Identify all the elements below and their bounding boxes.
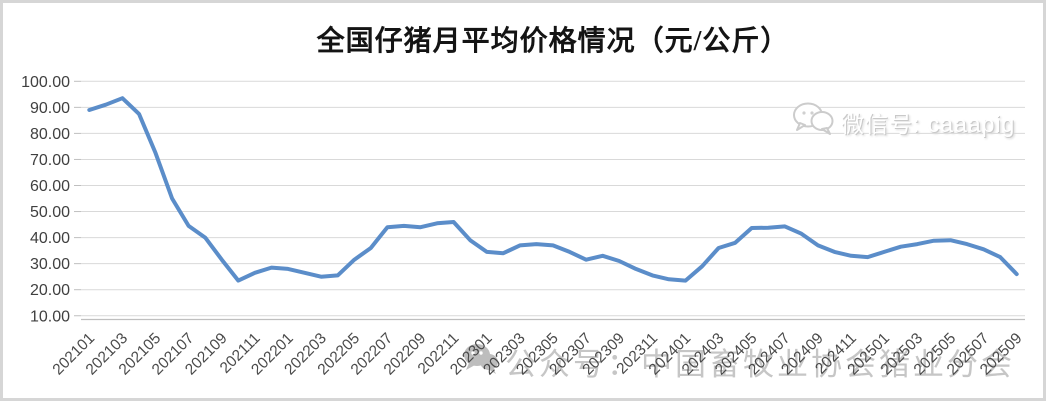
y-tick-label: 60.00 xyxy=(30,178,70,195)
y-tick-label: 90.00 xyxy=(30,100,70,117)
watermark-bottom: 公众号：中国畜牧业协会猪业分会 xyxy=(461,339,1015,384)
y-tick-label: 50.00 xyxy=(30,204,70,221)
y-tick-label: 80.00 xyxy=(30,126,70,143)
watermark-bottom-text: 公众号：中国畜牧业协会猪业分会 xyxy=(505,347,1015,382)
y-tick-label: 70.00 xyxy=(30,152,70,169)
y-tick-label: 30.00 xyxy=(30,256,70,273)
price-line-plot: 100.00 90.00 80.00 70.00 60.00 50.00 40.00 30.0… xyxy=(21,74,1025,379)
watermark-top-text: 微信号: caaapig xyxy=(841,110,1016,137)
wechat-icon xyxy=(461,342,499,381)
y-tick-label: 100.00 xyxy=(21,74,70,91)
watermark-top-right: 微信号: caaapig xyxy=(791,101,1015,142)
y-tick-label: 10.00 xyxy=(30,308,70,325)
chart-title: 全国仔猪月平均价格情况（元/公斤） xyxy=(316,26,790,57)
y-tick-label: 40.00 xyxy=(30,230,70,247)
wechat-icon xyxy=(791,101,835,142)
price-series-line xyxy=(87,96,1019,283)
y-tick-label: 20.00 xyxy=(30,282,70,299)
